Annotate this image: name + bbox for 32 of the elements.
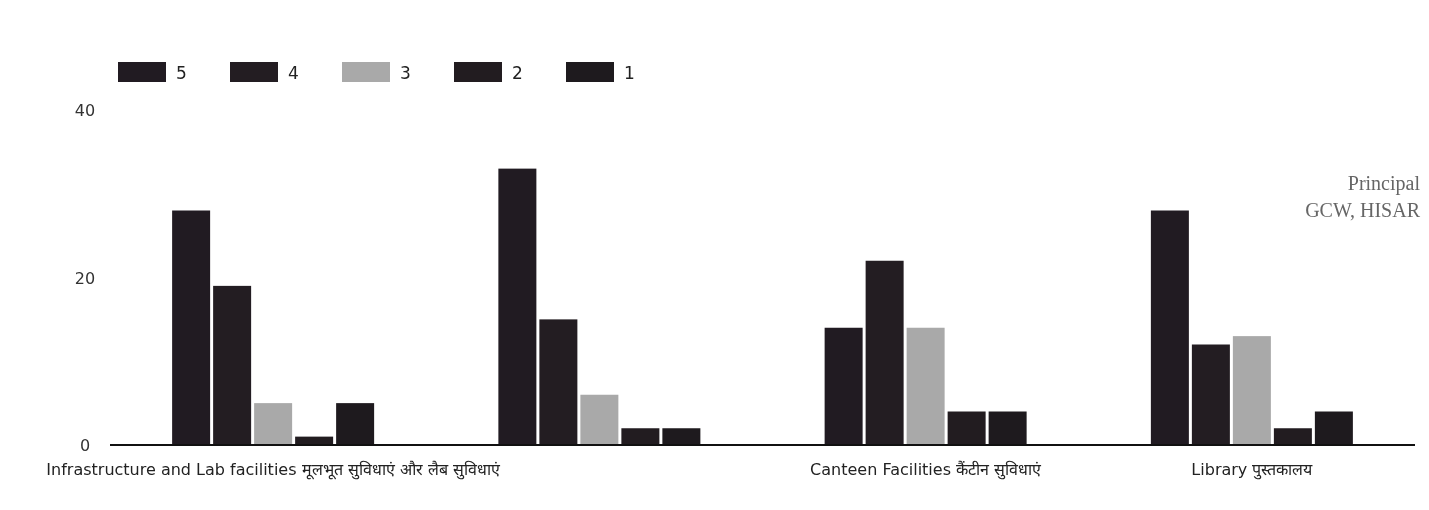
legend-label: 2 [512, 63, 523, 83]
legend-label: 3 [400, 63, 411, 83]
x-tick-label: Library पुस्तकालय [1191, 460, 1314, 480]
bar [336, 403, 375, 445]
bar [865, 260, 904, 445]
legend-label: 4 [288, 63, 299, 83]
bar [213, 285, 252, 445]
bar [1232, 336, 1271, 445]
bar [1314, 411, 1353, 445]
bar [947, 411, 986, 445]
y-tick-label: 20 [74, 268, 96, 288]
bar [1273, 428, 1312, 445]
bar [580, 394, 619, 445]
annotation: GCW, HISAR [1305, 199, 1421, 221]
x-tick-label: Infrastructure and Lab facilities मूलभूत सुविधाएं और लैब सुविधाएं [46, 460, 501, 480]
legend-label: 1 [624, 63, 635, 83]
y-tick-label: 40 [74, 101, 96, 120]
annotation: Principal [1347, 172, 1421, 195]
x-tick-label: Canteen Facilities कैंटीन सुविधाएं [810, 460, 1043, 480]
bar [498, 168, 537, 445]
bar [1150, 210, 1189, 445]
legend-label: 5 [176, 63, 187, 83]
bar [621, 428, 660, 445]
bar [254, 403, 293, 445]
bar [824, 327, 863, 445]
bar [988, 411, 1027, 445]
bar [539, 319, 578, 445]
bar [172, 210, 211, 445]
bar [906, 327, 945, 445]
y-tick-label: 0 [79, 436, 91, 455]
bar [1191, 344, 1230, 445]
bar [662, 428, 701, 445]
